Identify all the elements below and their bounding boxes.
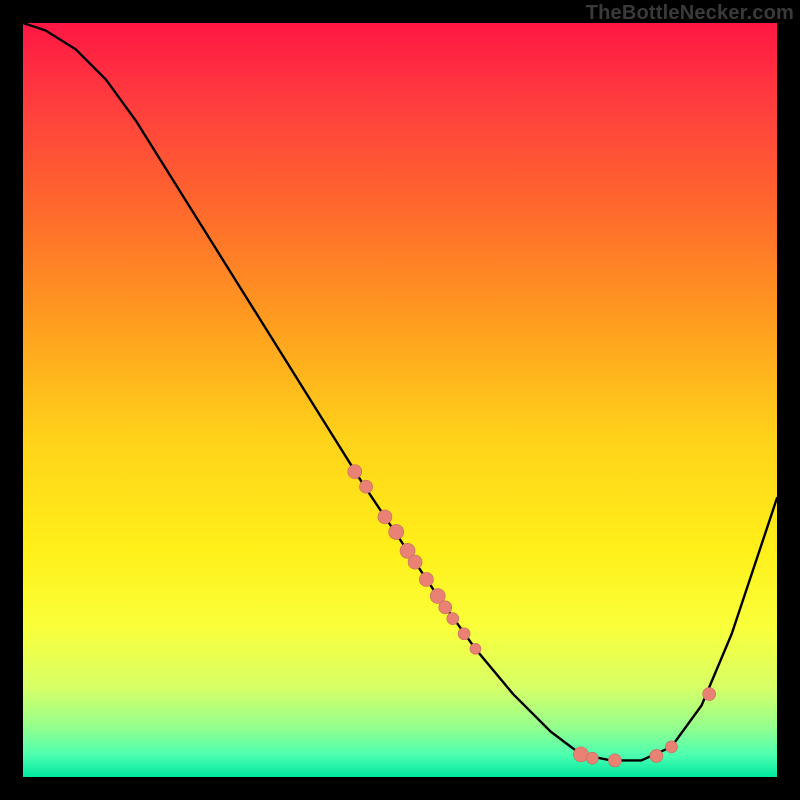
data-marker <box>447 613 459 625</box>
data-marker <box>650 749 663 762</box>
data-marker <box>389 524 404 539</box>
plot-background <box>23 23 777 777</box>
data-marker <box>360 480 373 493</box>
data-marker <box>586 752 598 764</box>
chart-svg <box>0 0 800 800</box>
data-marker <box>703 688 716 701</box>
data-marker <box>470 643 481 654</box>
chart-container: TheBottleNecker.com <box>0 0 800 800</box>
data-marker <box>408 555 422 569</box>
data-marker <box>458 628 470 640</box>
watermark-text: TheBottleNecker.com <box>586 2 794 25</box>
data-marker <box>378 510 392 524</box>
data-marker <box>439 601 452 614</box>
data-marker <box>608 754 621 767</box>
data-marker <box>348 465 362 479</box>
data-marker <box>419 572 433 586</box>
data-marker <box>665 741 677 753</box>
